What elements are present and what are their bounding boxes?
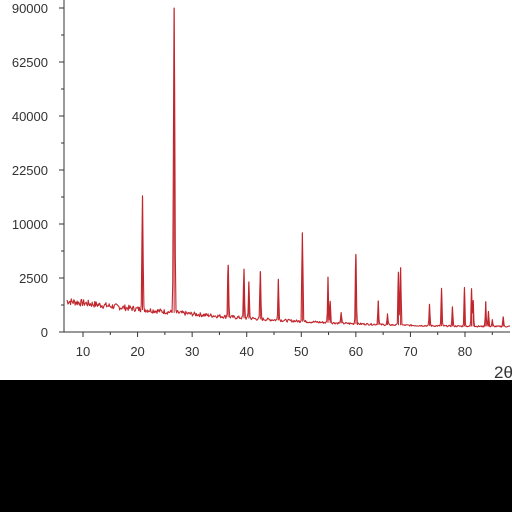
diffraction-pattern [66,7,510,328]
y-tick-label: 40000 [12,109,48,124]
y-tick-label: 22500 [12,163,48,178]
y-tick-label: 62500 [12,55,48,70]
x-tick-label: 80 [458,344,472,359]
x-tick-label: 30 [185,344,199,359]
x-tick-label: 10 [76,344,90,359]
tick-labels: 0 2500 10000 22500 40000 62500 90000 10 20 30 40 50… [12,1,512,380]
y-tick-label: 2500 [19,271,48,286]
axes [59,0,510,337]
x-tick-label: 20 [130,344,144,359]
x-tick-label: 70 [403,344,417,359]
x-tick-label: 40 [239,344,253,359]
x-tick-label: 60 [349,344,363,359]
x-tick-label: 50 [294,344,308,359]
chart-panel: 0 2500 10000 22500 40000 62500 90000 10 20 30 40 50… [0,0,512,380]
y-tick-label: 0 [41,325,48,340]
y-tick-label: 10000 [12,217,48,232]
xrd-chart: 0 2500 10000 22500 40000 62500 90000 10 20 30 40 50… [12,0,512,380]
blank-band [0,380,512,512]
x-axis-label: 2θ [494,363,512,380]
xrd-trace [66,7,510,328]
y-tick-label: 90000 [12,1,48,16]
